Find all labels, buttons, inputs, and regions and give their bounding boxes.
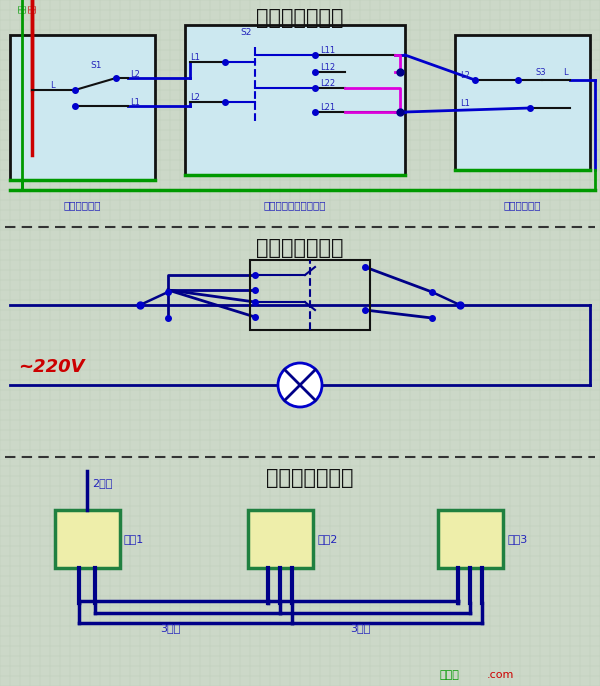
Text: .com: .com — [487, 670, 514, 680]
Text: 三控开关接线图: 三控开关接线图 — [256, 8, 344, 28]
Text: L2: L2 — [190, 93, 200, 102]
Text: 开关3: 开关3 — [507, 534, 527, 544]
Text: L21: L21 — [320, 103, 335, 112]
Text: 接线图: 接线图 — [440, 670, 460, 680]
Text: L1: L1 — [190, 53, 200, 62]
Text: 三控开关原理图: 三控开关原理图 — [256, 238, 344, 258]
Text: L: L — [50, 81, 55, 90]
Text: ~220V: ~220V — [18, 358, 85, 376]
Text: 开关2: 开关2 — [317, 534, 337, 544]
Text: 3根线: 3根线 — [350, 623, 370, 633]
Text: 相线: 相线 — [17, 4, 26, 13]
Bar — [250, 260, 370, 330]
Bar — [10, 35, 155, 180]
Text: 单开双控开关: 单开双控开关 — [503, 200, 541, 210]
Text: S2: S2 — [240, 28, 251, 37]
Text: 单开双控开关: 单开双控开关 — [63, 200, 101, 210]
Text: L2: L2 — [130, 70, 140, 79]
Text: S3: S3 — [535, 68, 545, 77]
Bar — [55, 510, 120, 568]
Text: 3根线: 3根线 — [160, 623, 180, 633]
Bar — [455, 35, 590, 170]
Text: L12: L12 — [320, 63, 335, 72]
Text: L2: L2 — [460, 71, 470, 80]
Bar — [438, 510, 503, 568]
Text: L1: L1 — [130, 98, 140, 107]
Text: S1: S1 — [90, 61, 101, 70]
Text: L22: L22 — [320, 79, 335, 88]
Text: L1: L1 — [460, 99, 470, 108]
Text: 2根线: 2根线 — [92, 478, 112, 488]
Text: 火线: 火线 — [28, 4, 37, 13]
Bar — [185, 25, 405, 175]
Text: 三控开关布线图: 三控开关布线图 — [266, 468, 354, 488]
Text: L: L — [563, 68, 568, 77]
Text: 中途开关（三控开关）: 中途开关（三控开关） — [264, 200, 326, 210]
Text: 开关1: 开关1 — [124, 534, 144, 544]
Bar — [248, 510, 313, 568]
Circle shape — [278, 363, 322, 407]
Text: L11: L11 — [320, 46, 335, 55]
